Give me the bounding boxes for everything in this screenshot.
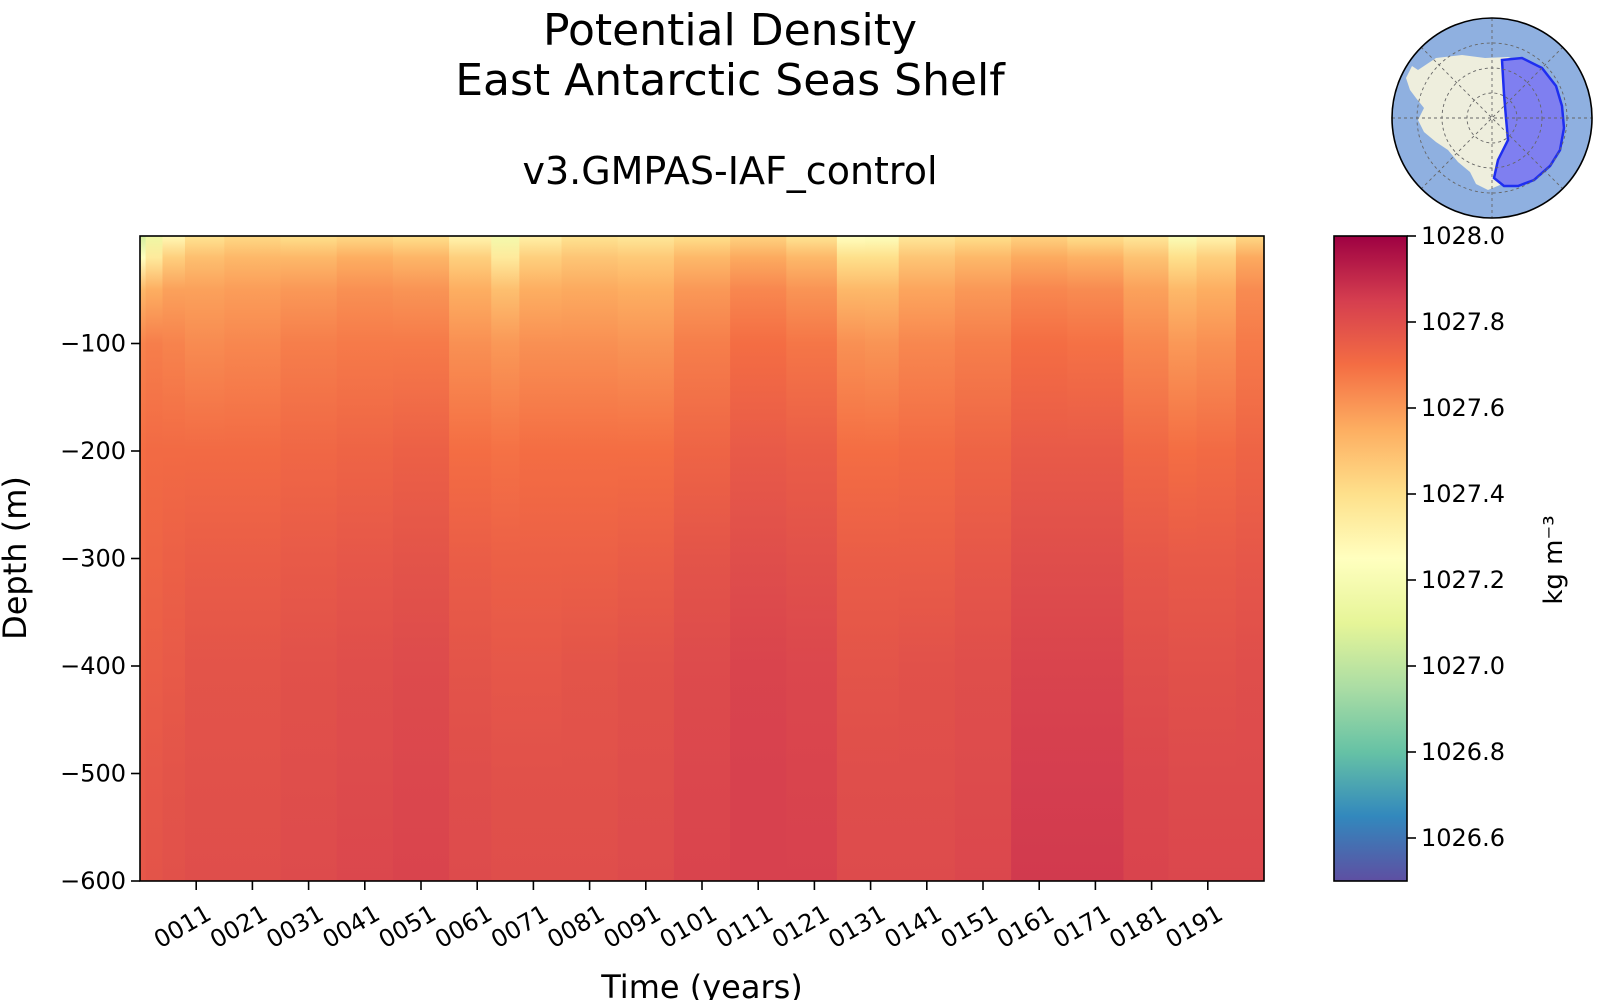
x-tick-label: 0011 — [149, 899, 216, 954]
x-axis: 0011002100310041005100610071008100910101… — [149, 881, 1228, 954]
x-tick-label: 0171 — [1048, 899, 1115, 954]
colorbar-tick-label: 1027.2 — [1421, 566, 1505, 594]
x-tick-label: 0131 — [824, 899, 891, 954]
x-tick-label: 0101 — [655, 899, 722, 954]
heatmap-column — [1168, 236, 1198, 881]
x-tick-label: 0081 — [543, 899, 610, 954]
x-axis-label: Time (years) — [600, 968, 803, 1000]
colorbar — [1334, 236, 1407, 881]
colorbar-tick-label: 1026.8 — [1421, 738, 1505, 766]
heatmap-column — [954, 236, 1012, 881]
heatmap-column — [561, 236, 619, 881]
heatmap-column — [730, 236, 787, 881]
heatmap-column — [836, 236, 866, 881]
heatmap-column — [336, 236, 394, 881]
heatmap-column — [898, 236, 956, 881]
x-tick-label: 0071 — [486, 899, 553, 954]
x-tick-label: 0121 — [767, 899, 834, 954]
x-tick-label: 0141 — [880, 899, 947, 954]
chart-title-line1: Potential Density — [542, 5, 918, 56]
x-tick-label: 0191 — [1161, 899, 1228, 954]
y-axis: −100 −200 −300 −400 −500 −600 — [60, 330, 140, 895]
inset-border — [1391, 17, 1593, 219]
heatmap-column — [864, 236, 900, 881]
colorbar-tick-label: 1027.6 — [1421, 394, 1505, 422]
heatmap-column — [392, 236, 450, 881]
y-tick-label: −400 — [60, 652, 126, 680]
heatmap-image — [140, 236, 1265, 881]
heatmap-column — [224, 236, 282, 881]
heatmap-column — [519, 236, 563, 881]
colorbar-tick-label: 1026.6 — [1421, 824, 1505, 852]
y-tick-label: −100 — [60, 330, 126, 358]
x-tick-label: 0061 — [430, 899, 497, 954]
x-tick-label: 0111 — [711, 899, 778, 954]
y-tick-label: −200 — [60, 437, 126, 465]
x-tick-label: 0161 — [992, 899, 1059, 954]
heatmap-column — [145, 236, 164, 881]
x-tick-label: 0031 — [262, 899, 329, 954]
x-tick-label: 0151 — [936, 899, 1003, 954]
heatmap-column — [280, 236, 338, 881]
heatmap-column — [1235, 236, 1265, 881]
x-tick-label: 0091 — [599, 899, 666, 954]
heatmap-column — [617, 236, 675, 881]
colorbar-frame — [1333, 235, 1408, 882]
colorbar-tick-label: 1028.0 — [1421, 222, 1505, 250]
y-tick-label: −500 — [60, 760, 126, 788]
x-tick-label: 0021 — [205, 899, 272, 954]
heatmap-column — [1067, 236, 1125, 881]
heatmap-column — [1011, 236, 1068, 881]
chart-subtitle: v3.GMPAS-IAF_control — [522, 149, 938, 193]
chart-title-line2: East Antarctic Seas Shelf — [455, 55, 1005, 106]
heatmap-column — [1196, 236, 1237, 881]
inset-contents — [1392, 18, 1592, 218]
inset-graticule — [1392, 18, 1592, 218]
colorbar-tick-label: 1027.0 — [1421, 652, 1505, 680]
y-axis-label: Depth (m) — [0, 476, 34, 640]
x-tick-label: 0051 — [374, 899, 441, 954]
region-inset-map — [1391, 17, 1593, 219]
colorbar-label: kg m⁻³ — [1539, 515, 1569, 604]
heatmap-column — [449, 236, 492, 881]
heatmap-column — [140, 236, 147, 881]
colorbar-tick-label: 1027.8 — [1421, 308, 1505, 336]
x-tick-label: 0181 — [1105, 899, 1172, 954]
heatmap-column — [1123, 236, 1170, 881]
heatmap-column — [673, 236, 731, 881]
heatmap-column — [786, 236, 838, 881]
y-tick-label: −600 — [60, 867, 126, 895]
colorbar-axis: 1028.0 1027.8 1027.6 1027.4 1027.2 1027.0 1026… — [1407, 222, 1505, 852]
x-tick-label: 0041 — [318, 899, 385, 954]
heatmap-column — [162, 236, 186, 881]
y-tick-label: −300 — [60, 545, 126, 573]
heatmap-column — [184, 236, 225, 881]
heatmap-column — [491, 236, 520, 881]
colorbar-tick-label: 1027.4 — [1421, 480, 1505, 508]
